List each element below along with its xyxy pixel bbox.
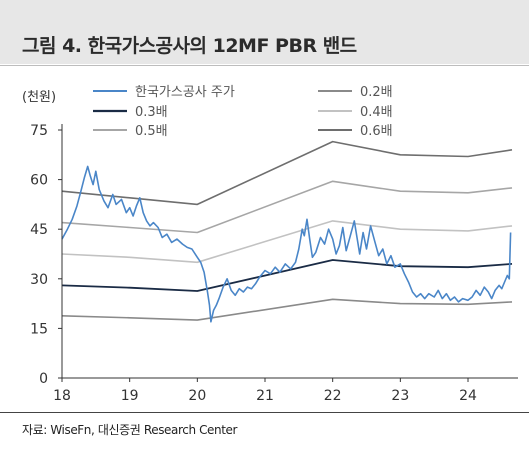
series-line-0-2x <box>61 298 513 321</box>
y-tick-label: 45 <box>30 222 48 238</box>
legend: 한국가스공사 주가 0.2배 0.3배 0.4배 0.5배 0.6배 <box>93 85 393 139</box>
x-tick-label: 24 <box>459 388 477 404</box>
x-tick-label: 19 <box>121 388 139 404</box>
pbr-band-lines <box>61 140 513 321</box>
y-tick-label: 0 <box>39 371 48 387</box>
axes: 75 60 45 30 15 0 18 19 20 21 22 23 24 <box>30 123 518 404</box>
y-tick-label: 60 <box>30 173 48 189</box>
legend-label: 0.4배 <box>360 105 393 120</box>
y-tick-label: 30 <box>30 272 48 288</box>
x-tick-label: 22 <box>324 388 342 404</box>
series-line-price <box>61 165 512 323</box>
series-line-0-4x <box>61 220 513 264</box>
price-line-group <box>61 165 512 323</box>
series-line-0-5x <box>61 180 513 234</box>
legend-label: 한국가스공사 주가 <box>135 85 235 100</box>
x-tick-label: 23 <box>391 388 409 404</box>
series-line-0-3x <box>61 259 513 292</box>
x-tick-label: 21 <box>256 388 274 404</box>
y-axis-unit-label: (천원) <box>22 90 57 105</box>
x-tick-label: 18 <box>53 388 71 404</box>
legend-label: 0.2배 <box>360 85 393 100</box>
source-divider <box>0 412 529 413</box>
y-tick-label: 75 <box>30 123 48 139</box>
legend-label: 0.6배 <box>360 124 393 139</box>
legend-label: 0.3배 <box>135 105 168 120</box>
y-tick-label: 15 <box>30 321 48 337</box>
source-note: 자료: WiseFn, 대신증권 Research Center <box>22 423 238 437</box>
legend-label: 0.5배 <box>135 124 168 139</box>
x-tick-label: 20 <box>188 388 206 404</box>
title-bar <box>0 0 529 64</box>
chart-title: 그림 4. 한국가스공사의 12MF PBR 밴드 <box>22 35 357 57</box>
title-divider <box>0 65 529 66</box>
series-line-0-6x <box>61 140 513 206</box>
